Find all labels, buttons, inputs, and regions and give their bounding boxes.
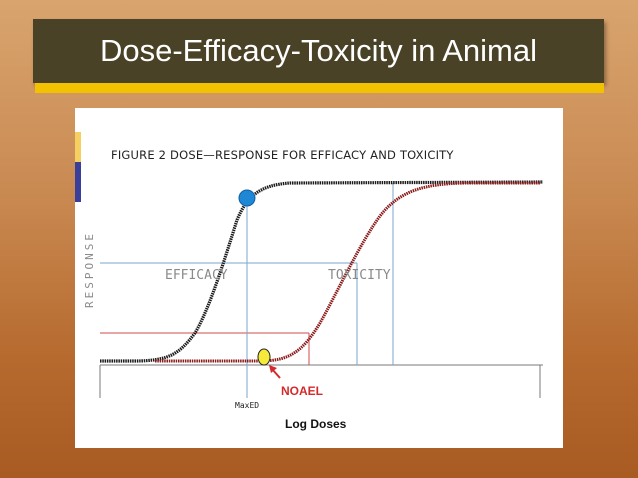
toxicity-label: TOXICITY [328, 268, 391, 283]
efficacy-label: EFFICACY [165, 268, 228, 283]
figure-title: FIGURE 2 DOSE—RESPONSE FOR EFFICACY AND … [111, 148, 454, 162]
noael-label: NOAEL [281, 384, 323, 398]
slide-title: Dose-Efficacy-Toxicity in Animal [99, 33, 537, 68]
slide-title-bar [33, 19, 604, 83]
efficacy-curve [100, 180, 544, 363]
noael-marker [257, 348, 271, 366]
noael-arrowhead [269, 365, 277, 373]
maxed-label: MaxED [235, 401, 260, 410]
maxed-marker [238, 189, 256, 207]
toxicity-curve [155, 181, 540, 363]
figure-edge-strip-blue [75, 162, 81, 202]
x-axis-label: Log Doses [285, 417, 347, 431]
title-accent-bar [35, 83, 604, 93]
y-axis-label: RESPONSE [83, 231, 96, 308]
dose-response-figure: FIGURE 2 DOSE—RESPONSE FOR EFFICACY AND … [75, 108, 563, 448]
figure-edge-strip-yellow [75, 132, 81, 162]
dose-response-plot [99, 180, 544, 398]
